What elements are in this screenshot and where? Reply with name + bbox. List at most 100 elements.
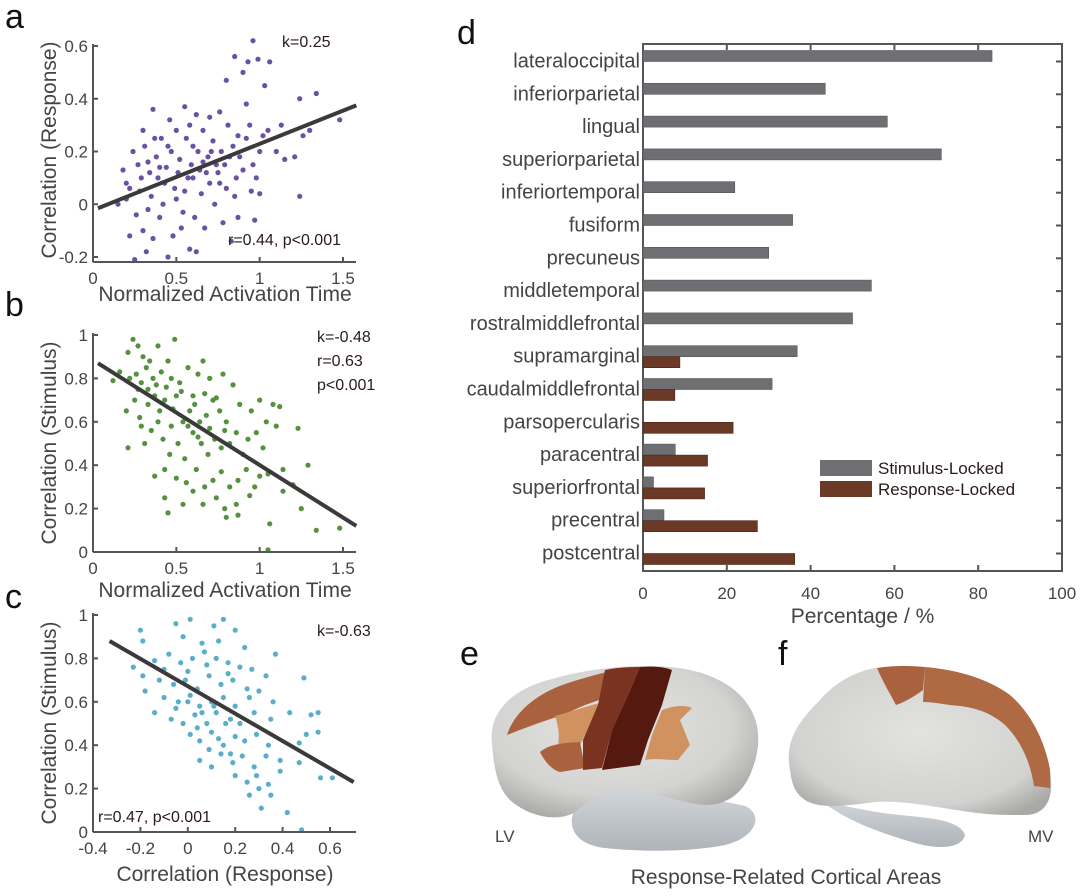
panel-label-c: c	[5, 578, 22, 616]
y-tick-label: 0	[79, 195, 88, 214]
x-tick-label: 1	[255, 559, 264, 578]
y-tick-label: 1	[79, 326, 88, 345]
scatter-point	[180, 720, 186, 727]
scatter-point	[175, 699, 181, 705]
scatter-point	[168, 148, 174, 155]
scatter-point	[153, 154, 159, 160]
stat-annotation: p<0.001	[317, 377, 375, 394]
scatter-point	[251, 764, 257, 770]
scatter-point	[150, 106, 156, 112]
scatter-point	[193, 249, 199, 255]
scatter-point	[273, 423, 279, 429]
scatter-point	[232, 773, 238, 779]
scatter-point	[204, 662, 210, 668]
scatter-panel-a: 0 0.5 1 1.5-0.200.20.40.6 k=0.25r=0.44, p<0.…	[38, 34, 358, 306]
scatter-point	[207, 114, 213, 120]
scatter-point	[165, 510, 171, 516]
scatter-point	[145, 206, 151, 213]
category-label: caudalmiddlefrontal	[467, 379, 640, 401]
y-tick-label: 0.6	[64, 413, 88, 432]
legend-swatch	[820, 460, 872, 476]
scatter-point	[228, 238, 234, 244]
x-tick-label: 80	[969, 584, 988, 603]
scatter-point	[173, 196, 179, 202]
bar-stimulus-locked	[642, 345, 798, 358]
lv-region-supramarginal	[645, 705, 692, 760]
scatter-point	[178, 660, 184, 666]
scatter-point	[201, 649, 207, 655]
scatter-point	[213, 710, 219, 716]
scatter-point	[295, 425, 301, 431]
scatter-point	[173, 393, 179, 399]
y-tick-label: 0	[79, 543, 88, 562]
scatter-point	[253, 430, 259, 436]
y-axis-title: Correlation (Stimulus)	[38, 621, 61, 824]
x-tick-label: 0	[183, 839, 192, 858]
scatter-point	[148, 427, 154, 434]
scatter-point	[292, 154, 298, 160]
scatter-point	[145, 159, 151, 165]
scatter-point	[120, 167, 126, 173]
scatter-point	[243, 101, 249, 107]
scatter-point	[150, 235, 156, 242]
bar-stimulus-locked	[642, 83, 826, 95]
stat-annotation: k=-0.63	[317, 623, 371, 640]
scatter-point	[246, 694, 252, 701]
bar-response-locked	[642, 421, 734, 434]
scatter-point	[301, 675, 307, 681]
scatter-point	[140, 673, 146, 679]
scatter-point	[252, 484, 258, 490]
scatter-point	[256, 786, 262, 792]
scatter-point	[270, 699, 276, 705]
scatter-point	[273, 148, 279, 155]
scatter-point	[213, 495, 219, 501]
stat-annotation: r=0.47, p<0.001	[98, 809, 211, 826]
scatter-point	[206, 746, 212, 753]
scatter-point	[166, 651, 172, 657]
scatter-point	[199, 710, 205, 716]
scatter-point	[213, 655, 219, 662]
x-tick-label: 0	[638, 584, 647, 603]
scatter-point	[257, 473, 263, 479]
scatter-point	[300, 133, 306, 139]
legend-swatch	[820, 481, 872, 497]
scatter-point	[192, 712, 198, 718]
x-axis-title: Normalized Activation Time	[98, 579, 351, 602]
scatter-panel-b: 0 0.5 1 1.5 0 0.2 0.4 0.6 0.8 1 k=-0.48 r=0.63 p<0.0…	[38, 326, 375, 602]
legend-label: Response-Locked	[878, 480, 1015, 499]
scatter-point	[185, 699, 191, 705]
scatter-point	[265, 742, 271, 748]
y-tick-label: 0.2	[64, 500, 88, 519]
scatter-point	[155, 175, 161, 181]
scatter-point	[163, 384, 169, 390]
y-tick-label: 0.4	[64, 90, 88, 109]
scatter-point	[125, 349, 131, 355]
scatter-point	[165, 358, 171, 364]
figure-caption-ef: Response-Related Cortical Areas	[631, 866, 942, 889]
scatter-point	[208, 764, 215, 770]
scatter-point	[305, 462, 311, 468]
y-tick-label: 0.4	[64, 456, 88, 475]
scatter-point	[142, 143, 148, 149]
category-label: lateraloccipital	[513, 51, 640, 73]
scatter-point	[202, 225, 208, 231]
scatter-point	[257, 191, 263, 197]
scatter-point	[263, 673, 269, 679]
scatter-point	[165, 254, 171, 260]
scatter-point	[282, 156, 288, 162]
mv-region-paracentral	[877, 666, 925, 705]
scatter-point	[157, 214, 163, 220]
scatter-point	[190, 393, 196, 399]
scatter-point	[256, 688, 262, 694]
scatter-point	[173, 621, 179, 627]
stat-annotation: k=0.25	[282, 34, 331, 51]
mv-brainstem	[820, 800, 965, 847]
scatter-point	[237, 664, 243, 670]
category-label: rostralmiddlefrontal	[470, 313, 640, 335]
scatter-point	[142, 688, 148, 694]
scatter-point	[137, 627, 143, 633]
scatter-point	[235, 214, 241, 220]
scatter-point	[227, 751, 234, 757]
scatter-point	[185, 423, 191, 429]
x-tick-label: 60	[885, 584, 904, 603]
